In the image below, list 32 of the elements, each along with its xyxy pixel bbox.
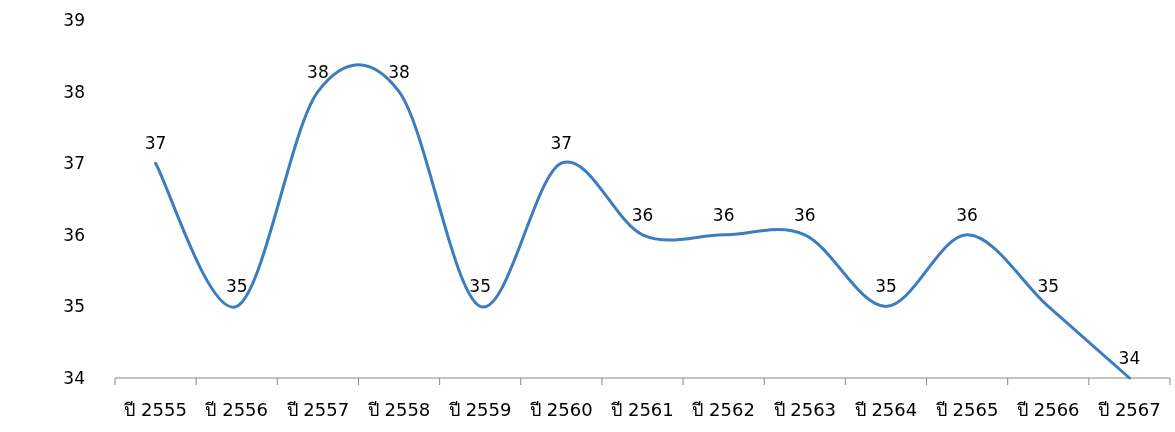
y-tick-label: 35 [63,296,85,317]
x-tick-label: ปี 2560 [530,399,593,420]
x-tick-label: ปี 2559 [448,399,512,420]
y-tick-label: 37 [63,153,85,174]
data-label: 36 [793,204,816,225]
x-tick-label: ปี 2558 [367,399,431,420]
data-label: 37 [144,133,167,154]
y-tick-label: 36 [63,224,85,245]
data-label: 35 [1037,276,1060,297]
data-label: 35 [225,276,248,297]
x-tick-label: ปี 2557 [286,399,350,420]
x-tick-label: ปี 2565 [935,399,999,420]
data-label: 36 [956,204,978,225]
x-tick-label: ปี 2555 [124,399,187,420]
x-tick-label: ปี 2561 [611,399,674,420]
data-label: 36 [631,204,654,225]
data-label: 36 [712,204,735,225]
y-tick-label: 34 [63,368,85,388]
x-tick-label: ปี 2556 [205,399,268,420]
data-label: 37 [550,133,573,154]
data-label: 38 [307,61,329,82]
x-tick-label: ปี 2564 [854,399,918,420]
x-tick-label: ปี 2566 [1017,399,1080,420]
y-tick-label: 38 [63,81,85,102]
x-tick-label: ปี 2567 [1098,399,1161,420]
data-label: 38 [388,61,410,82]
y-tick-label: 39 [63,10,85,30]
x-tick-label: ปี 2562 [692,399,755,420]
data-label: 34 [1118,348,1141,368]
x-tick-label: ปี 2563 [773,399,837,420]
data-label: 35 [469,276,492,297]
data-label: 35 [875,276,897,297]
